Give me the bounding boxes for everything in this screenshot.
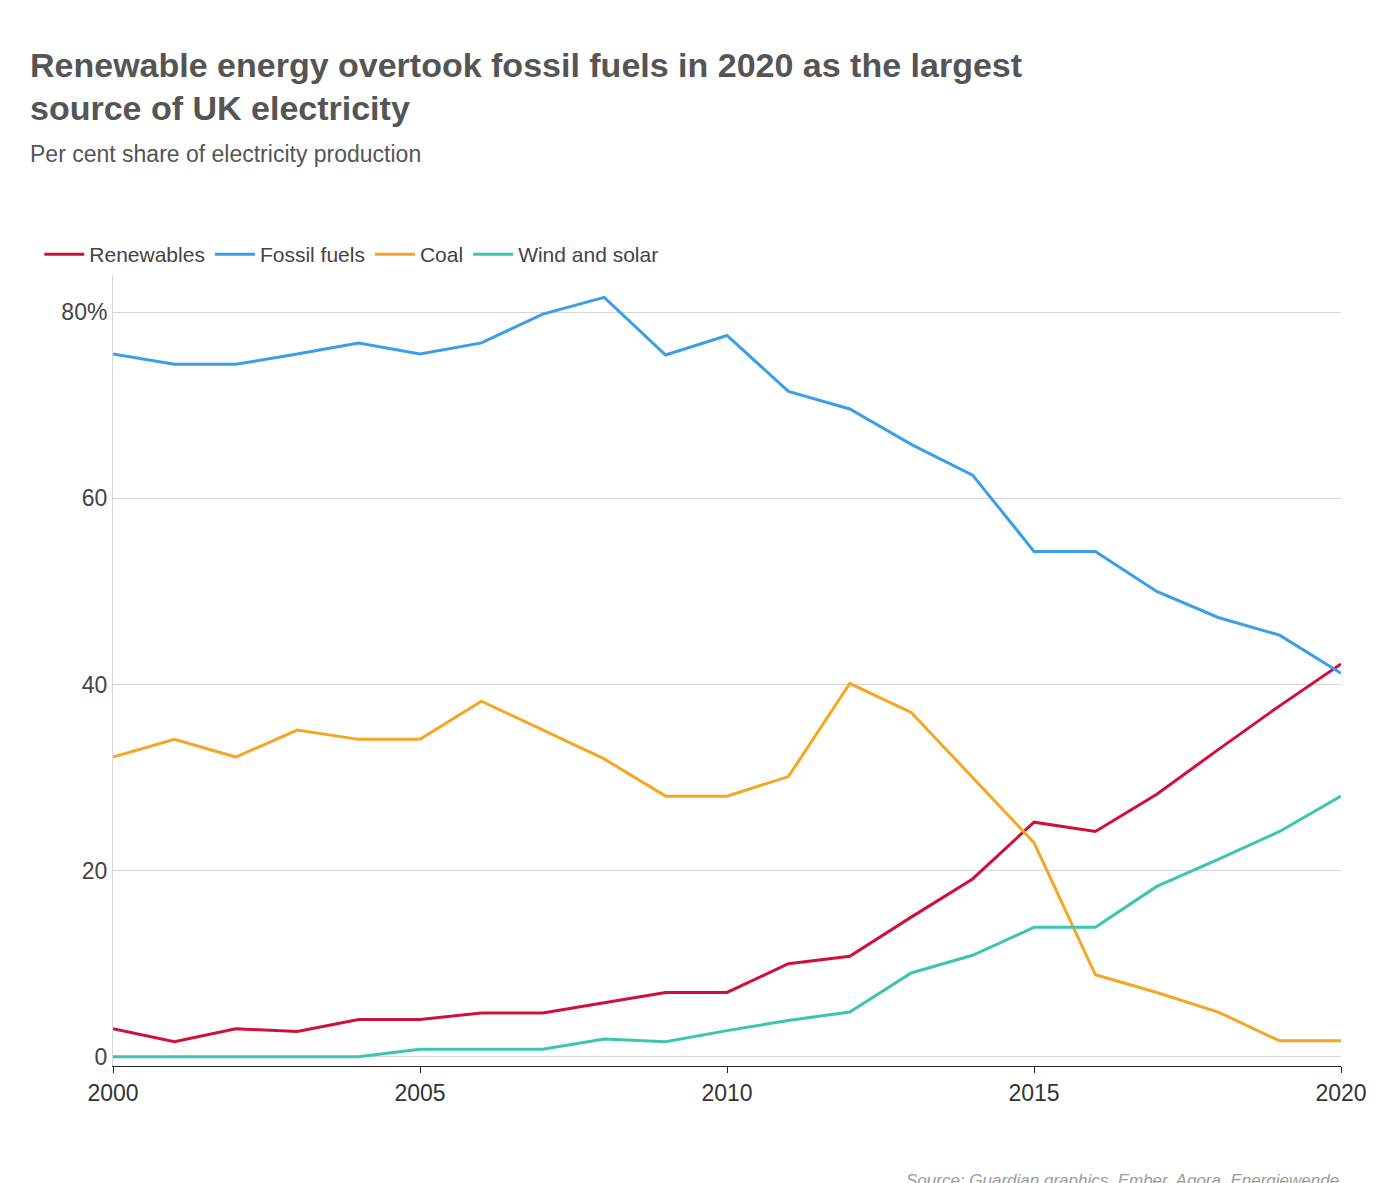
svg-text:Fossil fuels: Fossil fuels <box>260 243 365 266</box>
svg-text:80%: 80% <box>61 299 107 325</box>
html-text:Per cent share of electricity: Per cent share of electricity production <box>30 141 422 167</box>
svg-text:Source: Guardian graphics, Emb: Source: Guardian graphics, Ember, Agora,… <box>906 1171 1339 1183</box>
svg-text:2005: 2005 <box>394 1080 445 1106</box>
svg-text:Wind and solar: Wind and solar <box>518 243 658 266</box>
svg-text:20: 20 <box>82 858 108 884</box>
svg-text:40: 40 <box>82 672 108 698</box>
html-text:Renewable energy overtook foss: Renewable energy overtook fossil fuels i… <box>30 46 1022 127</box>
svg-text:Coal: Coal <box>420 243 463 266</box>
svg-text:2010: 2010 <box>701 1080 752 1106</box>
svg-text:60: 60 <box>82 485 108 511</box>
svg-text:0: 0 <box>95 1044 108 1070</box>
svg-text:2000: 2000 <box>87 1080 138 1106</box>
svg-text:2020: 2020 <box>1315 1080 1366 1106</box>
svg-text:2015: 2015 <box>1008 1080 1059 1106</box>
svg-text:Renewables: Renewables <box>89 243 205 266</box>
